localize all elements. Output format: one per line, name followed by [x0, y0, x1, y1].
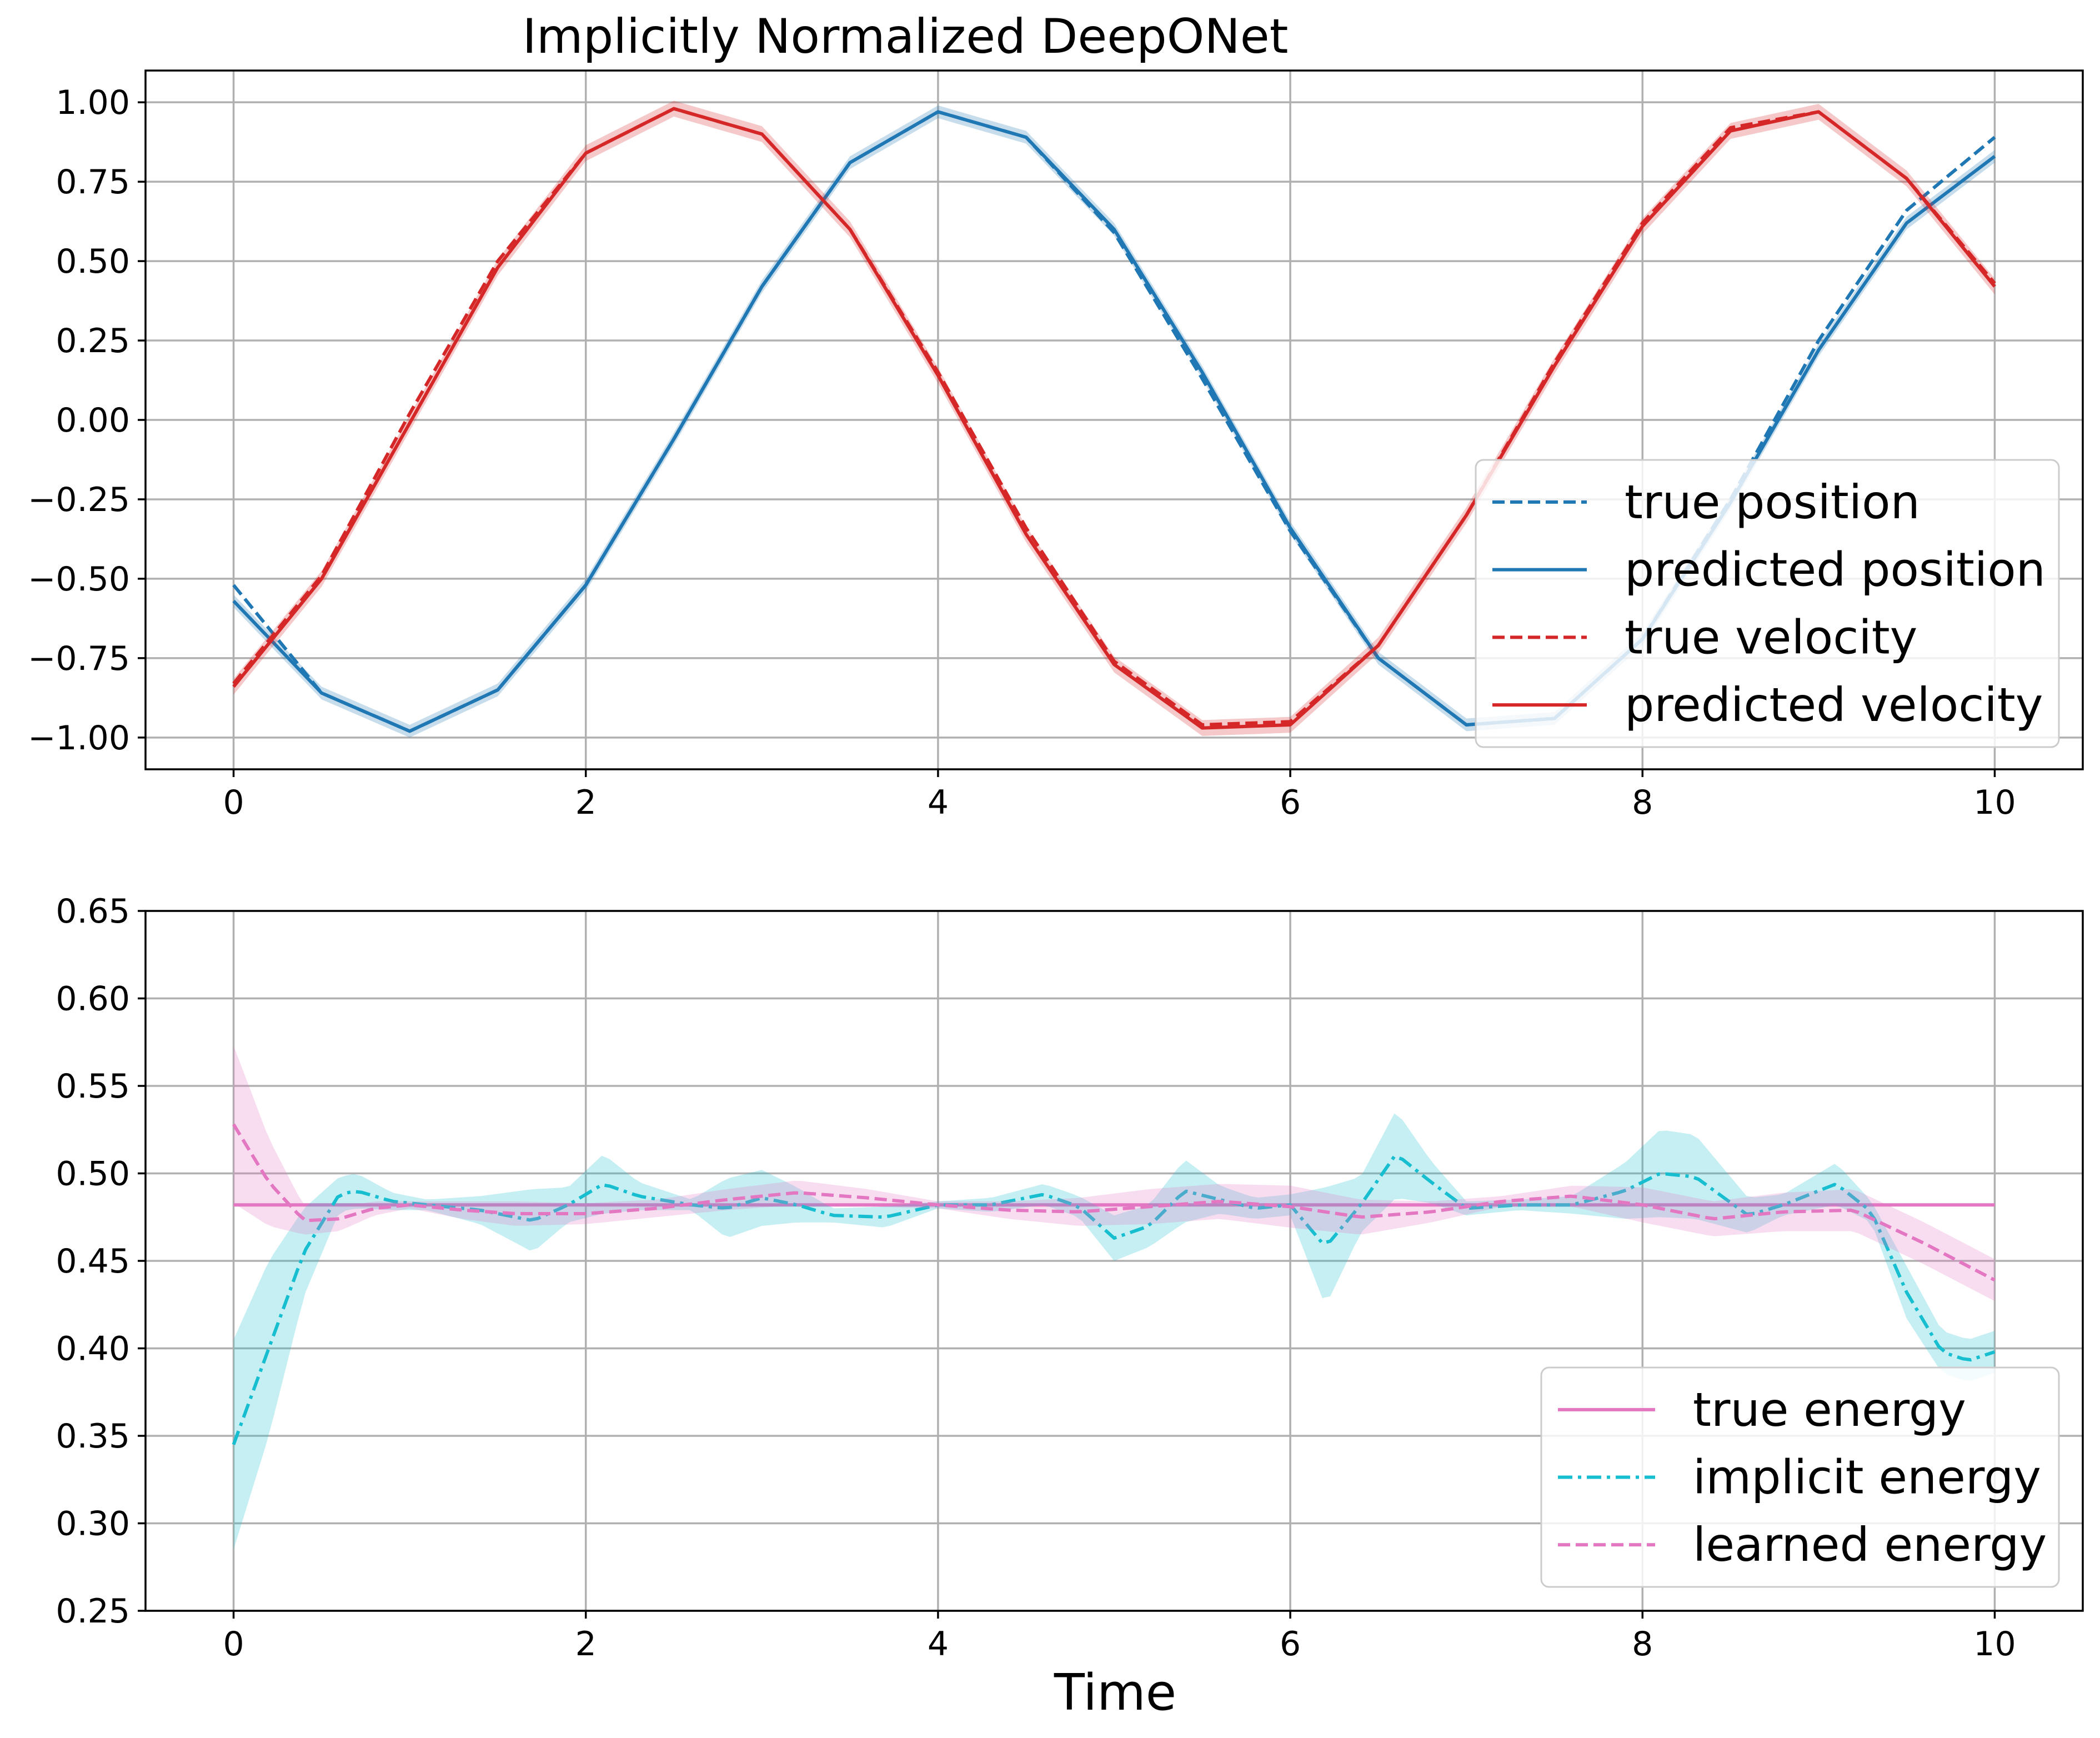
chart-title: Implicitly Normalized DeepONet — [523, 9, 1289, 64]
x-tick-label: 0 — [223, 1625, 244, 1664]
y-tick-label: 0.75 — [56, 163, 130, 202]
y-tick-label: −1.00 — [28, 719, 130, 758]
y-tick-label: 0.50 — [56, 242, 130, 281]
x-axis-label: Time — [1054, 1664, 1176, 1722]
x-tick-label: 0 — [223, 783, 244, 822]
legend-label: predicted position — [1625, 543, 2046, 597]
x-tick-label: 4 — [928, 783, 949, 822]
x-tick-label: 2 — [575, 783, 597, 822]
y-tick-label: 0.50 — [56, 1155, 130, 1194]
y-tick-label: 0.25 — [56, 322, 130, 360]
y-tick-label: 0.30 — [56, 1505, 130, 1544]
y-tick-label: 0.65 — [56, 892, 130, 931]
y-tick-label: 1.00 — [56, 83, 130, 122]
x-tick-label: 4 — [928, 1625, 949, 1664]
y-tick-label: 0.45 — [56, 1242, 130, 1281]
y-tick-label: −0.50 — [28, 560, 130, 599]
y-tick-label: 0.40 — [56, 1330, 130, 1369]
y-tick-label: −0.25 — [28, 480, 130, 519]
x-tick-label: 6 — [1280, 1625, 1301, 1664]
y-tick-label: 0.00 — [56, 401, 130, 440]
legend-label: true position — [1625, 475, 1920, 529]
legend-label: implicit energy — [1693, 1450, 2041, 1505]
x-tick-label: 2 — [575, 1625, 597, 1664]
x-tick-label: 6 — [1280, 783, 1301, 822]
x-tick-label: 10 — [1973, 783, 2016, 822]
y-tick-label: 0.55 — [56, 1067, 130, 1106]
plot-area — [232, 1045, 1996, 1550]
x-tick-label: 8 — [1632, 1625, 1653, 1664]
legend-label: true energy — [1693, 1383, 1966, 1437]
y-tick-label: 0.25 — [56, 1592, 130, 1631]
x-tick-label: 10 — [1973, 1625, 2016, 1664]
legend: true energy implicit energy learned energy — [1540, 1366, 2060, 1588]
true-velocity-line — [232, 107, 1996, 727]
x-tick-label: 8 — [1632, 783, 1653, 822]
legend-box — [1540, 1366, 2060, 1588]
y-tick-label: 0.60 — [56, 980, 130, 1019]
y-tick-label: 0.35 — [56, 1417, 130, 1456]
position-velocity-panel: 0 2 4 6 8 10 −1.00 −0.75 −0.50 −0.25 0.00 0.25 0.50 0… — [28, 69, 2084, 822]
legend: true position predicted position true velo… — [1475, 459, 2060, 748]
y-tick-label: −0.75 — [28, 639, 130, 678]
legend-label: predicted velocity — [1625, 678, 2043, 732]
learned-energy-line — [232, 1123, 1996, 1282]
legend-box — [1475, 459, 2060, 748]
legend-label: true velocity — [1625, 610, 1917, 664]
implicit-energy-line — [232, 1155, 1996, 1445]
predicted-velocity-line — [232, 107, 1996, 730]
energy-panel: 0 2 4 6 8 10 0.25 0.30 0.35 0.40 0.45 0.50 0.55 0.60 0… — [56, 892, 2084, 1664]
legend-label: learned energy — [1693, 1517, 2047, 1572]
